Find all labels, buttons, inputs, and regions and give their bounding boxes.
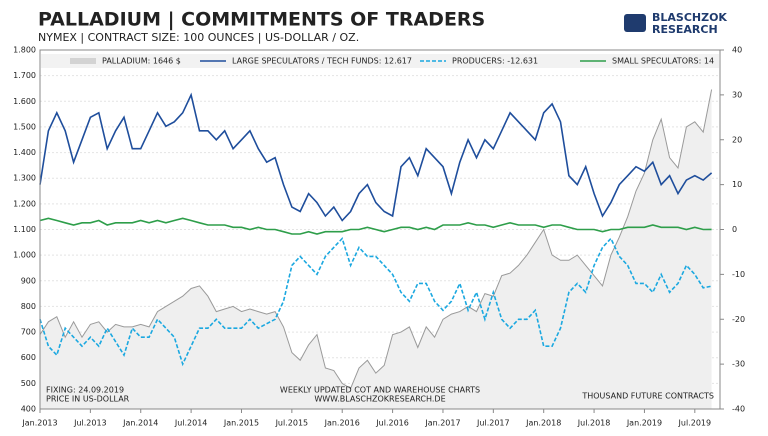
plot-layer: [39, 49, 720, 410]
y-tick-label: 1.200: [13, 199, 36, 208]
y-tick-label: 500: [21, 379, 36, 388]
x-tick-label: Jan.2013: [21, 419, 57, 428]
x-tick-label: Jan.2019: [626, 419, 662, 428]
series-line: [39, 89, 713, 390]
x-tick-label: Jan.2018: [525, 419, 561, 428]
legend-label: LARGE SPECULATORS / TECH FUNDS: 12.617: [232, 57, 412, 66]
y-tick-label: 1.600: [13, 97, 36, 106]
chart-subtitle: NYMEX | CONTRACT SIZE: 100 OUNCES | US-D…: [38, 31, 359, 44]
y-tick-label: 1.400: [13, 148, 36, 157]
x-tick-label: Jul.2016: [375, 419, 409, 428]
y-tick-label: 1.100: [13, 225, 36, 234]
x-tick-label: Jan.2015: [223, 419, 259, 428]
annotation: FIXING: 24.09.2019: [46, 386, 124, 395]
x-tick-label: Jan.2016: [324, 419, 360, 428]
annotation: WEEKLY UPDATED COT AND WAREHOUSE CHARTS: [280, 386, 480, 395]
y2-tick-label: -40: [732, 405, 745, 414]
x-tick-label: Jul.2014: [174, 419, 208, 428]
y2-tick-label: -20: [732, 315, 745, 324]
y2-tick-label: 40: [732, 46, 742, 55]
y2-tick-label: 20: [732, 135, 742, 144]
y2-tick-label: -30: [732, 360, 745, 369]
legend-band: [41, 54, 719, 68]
x-tick-label: Jul.2017: [476, 419, 510, 428]
legend-label: PALLADIUM: 1646 $: [102, 57, 181, 66]
y-tick-label: 1.700: [13, 71, 36, 80]
x-tick-label: Jan.2017: [424, 419, 460, 428]
y-tick-label: 1.000: [13, 251, 36, 260]
logo-line: BLASCHZOK: [652, 11, 727, 24]
y-tick-label: 1.800: [13, 46, 36, 55]
x-tick-label: Jul.2018: [577, 419, 611, 428]
y-tick-label: 600: [21, 353, 36, 362]
y-tick-label: 700: [21, 328, 36, 337]
x-tick-label: Jan.2014: [122, 419, 158, 428]
logo-line: RESEARCH: [652, 23, 718, 36]
y2-tick-label: -10: [732, 270, 745, 279]
y-tick-label: 400: [21, 405, 36, 414]
x-tick-label: Jul.2015: [275, 419, 309, 428]
chart-title: PALLADIUM | COMMITMENTS OF TRADERS: [38, 9, 485, 31]
legend-label: PRODUCERS: -12.631: [452, 57, 538, 66]
y2-tick-label: 0: [732, 225, 737, 234]
annotation: WWW.BLASCHZOKRESEARCH.DE: [314, 395, 445, 404]
y2-tick-label: 30: [732, 90, 742, 99]
area: [40, 89, 712, 409]
legend-label: SMALL SPECULATORS: 14: [612, 57, 714, 66]
y-tick-label: 800: [21, 302, 36, 311]
logo: BLASCHZOK RESEARCH: [624, 11, 727, 36]
series-line: [39, 217, 712, 235]
logo-icon: [624, 14, 646, 32]
y2-tick-label: 10: [732, 180, 742, 189]
annotation: THOUSAND FUTURE CONTRACTS: [581, 392, 714, 401]
annotation: PRICE IN US-DOLLAR: [46, 395, 130, 404]
y-tick-label: 900: [21, 276, 36, 285]
x-tick-label: Jul.2019: [678, 419, 712, 428]
x-tick-label: Jul.2013: [73, 419, 107, 428]
series-line: [39, 236, 712, 367]
y-tick-label: 1.500: [13, 122, 36, 131]
series-line: [39, 92, 713, 222]
y-tick-label: 1.300: [13, 174, 36, 183]
